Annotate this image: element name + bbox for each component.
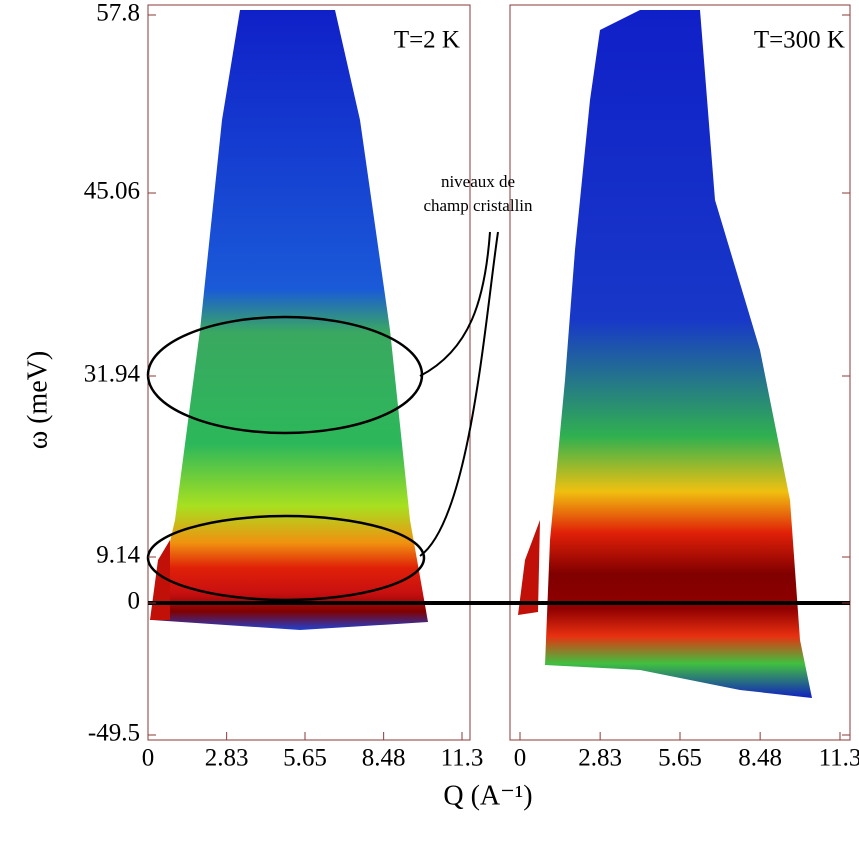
y-axis-label: ω (meV) xyxy=(22,351,53,450)
x-tick-label: 2.83 xyxy=(578,745,622,772)
callout-line xyxy=(419,231,499,557)
x-axis-label: Q (A⁻¹) xyxy=(443,780,532,811)
ellipse xyxy=(146,514,426,602)
callout: champ cristallin xyxy=(423,196,533,215)
x-tick-label: 0 xyxy=(514,745,527,772)
y-tick-label: 9.14 xyxy=(96,542,140,569)
y-tick-label: 0 xyxy=(128,588,141,615)
heatmap-right xyxy=(518,10,812,698)
y-tick-label: 45.06 xyxy=(84,178,140,205)
callout: niveaux de xyxy=(441,172,515,191)
y-tick-label: 57.8 xyxy=(96,0,140,27)
callout-line xyxy=(419,231,491,377)
x-tick-label: 0 xyxy=(142,745,155,772)
x-tick-label: 5.65 xyxy=(658,745,702,772)
x-tick-label: 2.83 xyxy=(205,745,249,772)
x-tick-label: 11.3 xyxy=(441,745,484,772)
panel-annotation: T=300 K xyxy=(754,27,845,54)
heatmap-left xyxy=(150,10,428,630)
x-tick-label: 8.48 xyxy=(738,745,782,772)
x-tick-label: 8.48 xyxy=(362,745,406,772)
x-tick-label: 11.3 xyxy=(819,745,859,772)
panel-annotation: T=2 K xyxy=(394,27,460,54)
y-tick-label: -49.5 xyxy=(88,720,140,747)
y-tick-label: 31.94 xyxy=(84,361,141,388)
x-tick-label: 5.65 xyxy=(283,745,327,772)
